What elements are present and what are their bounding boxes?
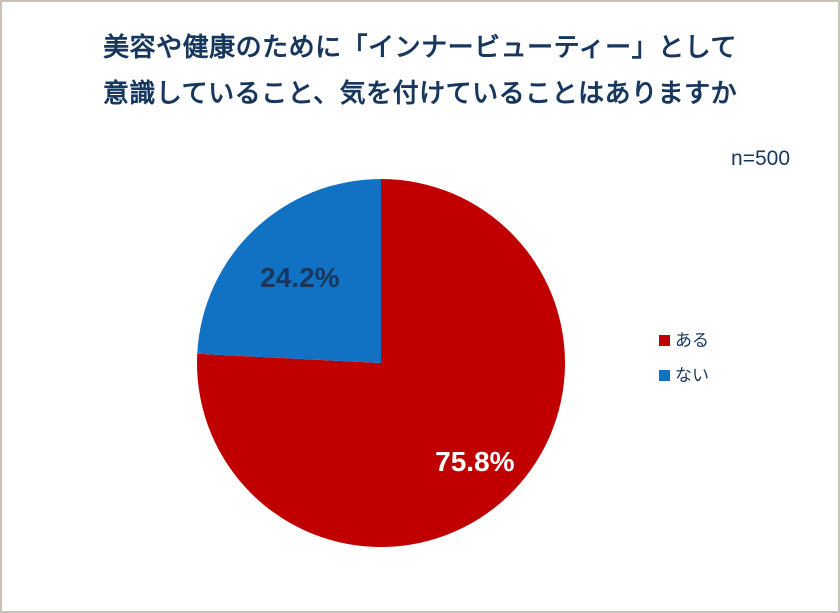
pie-chart: 75.8% 24.2% bbox=[197, 179, 565, 547]
pie-label-ある: 75.8% bbox=[435, 446, 514, 477]
legend-item-ない: ない bbox=[659, 367, 709, 384]
legend-item-ある: ある bbox=[659, 332, 709, 349]
pie-slice-ない bbox=[197, 179, 381, 363]
legend-label-ない: ない bbox=[675, 366, 709, 385]
legend-label-ある: ある bbox=[675, 331, 709, 350]
legend: ある ない bbox=[659, 332, 709, 384]
chart-title-line1: 美容や健康のために「インナービューティー」として bbox=[103, 32, 737, 62]
legend-swatch-ある bbox=[659, 335, 670, 346]
chart-title: 美容や健康のために「インナービューティー」として 意識していること、気を付けてい… bbox=[2, 24, 838, 116]
legend-swatch-ない bbox=[659, 370, 670, 381]
pie-chart-area: 75.8% 24.2% bbox=[195, 177, 567, 549]
sample-size-label: n=500 bbox=[731, 147, 790, 170]
pie-label-ない: 24.2% bbox=[260, 262, 339, 293]
chart-title-line2: 意識していること、気を付けていることはありますか bbox=[102, 78, 738, 108]
